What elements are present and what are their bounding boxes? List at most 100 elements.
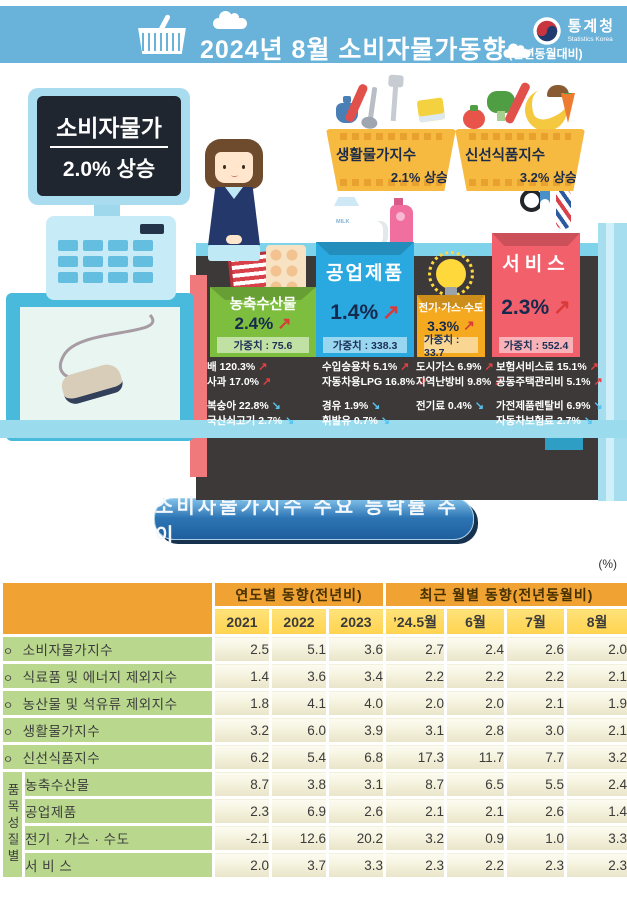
shelf-side: [598, 223, 627, 501]
agriculture-items: 배 120.3% ↗ 사과 17.0% ↗ 복숭아 22.8% ↘ 국산쇠고기 2.7…: [207, 360, 319, 429]
value-cell: 11.7: [444, 742, 507, 772]
value-cell: 3.4: [326, 661, 386, 691]
value-cell: 20.2: [326, 823, 386, 853]
falling-item: 자동차보험료 2.7%: [496, 415, 581, 427]
broccoli-icon: [487, 91, 515, 121]
column-header: 6월: [444, 606, 507, 637]
section-title: 소비자물가지수 주요 등락률 추이: [154, 496, 474, 547]
milk-label: MILK: [336, 219, 350, 225]
value-cell: 8.7: [212, 769, 272, 799]
unit-note: (%): [598, 557, 617, 571]
falling-item: 경유 1.9%: [322, 400, 369, 412]
up-arrow-icon: ↗: [262, 376, 272, 388]
column-header: 2023: [326, 606, 386, 637]
value-cell: 2.2: [383, 661, 447, 691]
toilet-paper-icon: [362, 221, 388, 245]
table-subheader-row: 2021 2022 2023 ’24.5월 6월 7월 8월: [2, 606, 627, 637]
header-bar: 2024년 8월 소비자물가동향 (전년동월대비) 통계청 Statistics…: [0, 6, 627, 64]
table-row: 공업제품 2.3 6.9 2.6 2.1 2.1 2.6 1.4: [2, 796, 627, 826]
value-cell: 6.9: [269, 796, 329, 826]
row-label: ㅇ 식료품 및 에너지 제외지수: [0, 661, 215, 691]
category-rate: 3.3%: [427, 317, 460, 334]
value-cell: 1.0: [504, 823, 567, 853]
basket-label: 생활물가지수: [336, 148, 417, 164]
value-cell: 3.1: [326, 769, 386, 799]
table-row: ㅇ 소비자물가지수 2.5 5.1 3.6 2.7 2.4 2.6 2.0: [0, 634, 627, 664]
statistics-korea-logo: 통계청 Statistics Korea: [532, 16, 615, 46]
up-arrow-icon: ↗: [277, 314, 292, 333]
table-row: ㅇ 식료품 및 에너지 제외지수 1.4 3.6 3.4 2.2 2.2 2.2 …: [0, 661, 627, 691]
category-name: 농축수산물: [229, 297, 297, 313]
value-cell: 6.8: [326, 742, 386, 772]
table-row: ㅇ 신선식품지수 6.2 5.4 6.8 17.3 11.7 7.7 3.2: [0, 742, 627, 772]
value-cell: 2.6: [504, 634, 567, 664]
cash-register: [46, 216, 176, 300]
table-row: ㅇ 농산물 및 석유류 제외지수 1.8 4.1 4.0 2.0 2.0 2.1 …: [0, 688, 627, 718]
basket-change: 2.1% 상승: [390, 170, 448, 185]
value-cell: 3.2: [383, 823, 447, 853]
category-bag-agriculture: 농축수산물 2.4% ↗ 가중치 : 75.6: [210, 287, 316, 357]
counter-base-notch: [545, 438, 583, 450]
row-group-label: 품목성질별: [0, 769, 25, 880]
value-cell: 3.2: [212, 715, 272, 745]
agency-name-en: Statistics Korea: [567, 35, 613, 43]
living-index-basket: 생활물가지수 2.1% 상승: [326, 81, 456, 191]
register-keypad: [58, 240, 153, 283]
services-items: 보험서비스료 15.1% ↗ 공동주택관리비 5.1% ↗ 가전제품렌탈비 6.9%…: [496, 360, 608, 429]
falling-item: 휘발유 0.7%: [322, 415, 378, 427]
up-arrow-icon: ↗: [589, 361, 599, 373]
spatula-icon: [390, 82, 399, 122]
row-label: 서 비 스: [22, 850, 215, 880]
value-cell: 3.2: [563, 742, 627, 772]
row-label: 전기 · 가스 · 수도: [22, 823, 215, 853]
value-cell: 2.4: [563, 769, 627, 799]
value-cell: 2.3: [212, 796, 272, 826]
up-arrow-icon: ↗: [258, 361, 268, 373]
column-header: 2022: [269, 606, 329, 637]
value-cell: 2.3: [563, 850, 627, 880]
basket-body: 생활물가지수 2.1% 상승: [326, 129, 456, 191]
basket-label: 신선식품지수: [465, 148, 546, 164]
value-cell: 12.6: [269, 823, 329, 853]
towel-icon: [416, 97, 446, 123]
tomato-icon: [463, 105, 485, 129]
up-arrow-icon: ↗: [593, 376, 603, 388]
value-cell: 3.9: [326, 715, 386, 745]
category-weight: 가중치 : 338.3: [323, 337, 407, 353]
value-cell: 3.0: [504, 715, 567, 745]
up-arrow-icon: ↗: [494, 376, 504, 388]
category-weight: 가중치 : 552.4: [499, 337, 573, 353]
agency-name: 통계청: [567, 18, 615, 36]
value-cell: 3.6: [269, 661, 329, 691]
rising-item: 자동차용LPG 16.8%: [322, 376, 415, 388]
value-cell: 4.0: [326, 688, 386, 718]
receipt-slot: [140, 224, 164, 234]
value-cell: 6.2: [212, 742, 272, 772]
value-cell: 2.3: [504, 850, 567, 880]
rising-item: 공동주택관리비 5.1%: [496, 376, 591, 388]
value-cell: 17.3: [383, 742, 447, 772]
light-bulb-icon: [428, 251, 474, 297]
down-arrow-icon: ↘: [380, 415, 391, 427]
detergent-icon: [390, 198, 413, 245]
category-name: 공업제품: [326, 263, 404, 284]
value-cell: 1.4: [212, 661, 272, 691]
up-arrow-icon: ↗: [484, 361, 494, 373]
category-bag-services: 서비스 2.3% ↗ 가중치 : 552.4: [492, 233, 580, 357]
up-arrow-icon: ↗: [463, 317, 475, 333]
value-cell: -2.1: [212, 823, 272, 853]
value-cell: 0.9: [444, 823, 507, 853]
value-cell: 5.5: [504, 769, 567, 799]
counter-base: [0, 420, 627, 438]
category-rate: 2.3%: [501, 295, 550, 319]
table-row: 서 비 스 2.0 3.7 3.3 2.3 2.2 2.3 2.3: [2, 850, 627, 880]
cashier-avatar: [196, 139, 272, 303]
cloud-icon: [503, 43, 531, 58]
row-label: ㅇ 생활물가지수: [0, 715, 215, 745]
value-cell: 2.0: [444, 688, 507, 718]
checkout-counter: [6, 293, 194, 441]
value-cell: 3.6: [326, 634, 386, 664]
value-cell: 2.2: [444, 661, 507, 691]
up-arrow-icon: ↗: [400, 361, 410, 373]
